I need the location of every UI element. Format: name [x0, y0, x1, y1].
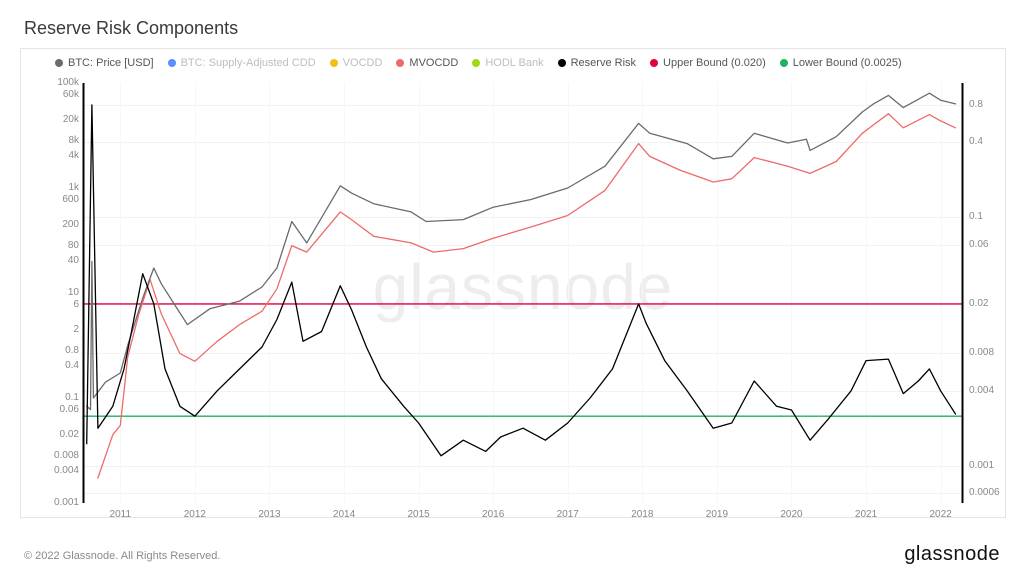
- footer-copyright: © 2022 Glassnode. All Rights Reserved.: [24, 550, 220, 562]
- legend-item-mvocdd[interactable]: MVOCDD: [396, 57, 458, 69]
- chart-plot: glassnode 0.0010.0040.0080.020.060.10.40…: [83, 83, 963, 503]
- x-tick: 2015: [407, 509, 429, 520]
- y-right-tick: 0.001: [969, 460, 1013, 471]
- y-left-tick: 60k: [23, 89, 79, 100]
- page-title: Reserve Risk Components: [24, 18, 238, 39]
- y-right-tick: 0.0006: [969, 487, 1013, 498]
- x-tick: 2020: [780, 509, 802, 520]
- y-left-tick: 80: [23, 240, 79, 251]
- legend-swatch: [472, 59, 480, 67]
- y-right-tick: 0.8: [969, 99, 1013, 110]
- legend-label: HODL Bank: [485, 57, 543, 69]
- y-left-tick: 0.4: [23, 360, 79, 371]
- y-left-tick: 100k: [23, 77, 79, 88]
- legend-item-upper[interactable]: Upper Bound (0.020): [650, 57, 766, 69]
- legend-label: VOCDD: [343, 57, 383, 69]
- y-right-tick: 0.06: [969, 239, 1013, 250]
- legend-label: MVOCDD: [409, 57, 458, 69]
- legend-item-btc_price[interactable]: BTC: Price [USD]: [55, 57, 154, 69]
- x-tick: 2012: [184, 509, 206, 520]
- axis-cap: [962, 83, 964, 503]
- y-right-tick: 0.4: [969, 136, 1013, 147]
- footer-brand: glassnode: [904, 543, 1000, 566]
- x-tick: 2017: [557, 509, 579, 520]
- chart-legend: BTC: Price [USD] BTC: Supply-Adjusted CDD…: [55, 57, 997, 69]
- legend-item-reserve[interactable]: Reserve Risk: [558, 57, 636, 69]
- y-right-tick: 0.008: [969, 347, 1013, 358]
- y-left-tick: 200: [23, 219, 79, 230]
- series-svg: [83, 83, 963, 503]
- x-tick: 2019: [706, 509, 728, 520]
- legend-label: BTC: Price [USD]: [68, 57, 154, 69]
- x-tick: 2018: [631, 509, 653, 520]
- y-left-tick: 600: [23, 194, 79, 205]
- legend-swatch: [55, 59, 63, 67]
- legend-swatch: [330, 59, 338, 67]
- legend-swatch: [396, 59, 404, 67]
- series-mvocdd: [98, 114, 956, 478]
- legend-swatch: [650, 59, 658, 67]
- x-tick: 2013: [258, 509, 280, 520]
- x-tick: 2021: [855, 509, 877, 520]
- y-left-tick: 0.8: [23, 345, 79, 356]
- y-left-tick: 40: [23, 255, 79, 266]
- legend-label: Reserve Risk: [571, 57, 636, 69]
- legend-item-hodl[interactable]: HODL Bank: [472, 57, 543, 69]
- legend-swatch: [558, 59, 566, 67]
- y-left-tick: 10: [23, 287, 79, 298]
- y-left-tick: 6: [23, 299, 79, 310]
- axis-cap: [83, 83, 85, 503]
- x-tick: 2011: [110, 509, 132, 520]
- legend-item-vocdd[interactable]: VOCDD: [330, 57, 383, 69]
- y-left-tick: 1k: [23, 182, 79, 193]
- y-left-tick: 4k: [23, 150, 79, 161]
- y-left-tick: 0.004: [23, 465, 79, 476]
- chart-container: BTC: Price [USD] BTC: Supply-Adjusted CDD…: [20, 48, 1006, 518]
- series-btc-price: [87, 93, 956, 409]
- x-tick: 2022: [930, 509, 952, 520]
- legend-label: BTC: Supply-Adjusted CDD: [181, 57, 316, 69]
- x-tick: 2016: [482, 509, 504, 520]
- y-left-tick: 0.02: [23, 429, 79, 440]
- y-left-tick: 0.06: [23, 404, 79, 415]
- y-left-tick: 0.1: [23, 392, 79, 403]
- legend-label: Upper Bound (0.020): [663, 57, 766, 69]
- y-left-tick: 2: [23, 324, 79, 335]
- y-left-tick: 0.001: [23, 497, 79, 508]
- legend-item-cdd[interactable]: BTC: Supply-Adjusted CDD: [168, 57, 316, 69]
- legend-item-lower[interactable]: Lower Bound (0.0025): [780, 57, 902, 69]
- legend-swatch: [780, 59, 788, 67]
- legend-swatch: [168, 59, 176, 67]
- y-right-tick: 0.02: [969, 298, 1013, 309]
- series-reserve-risk: [87, 105, 956, 456]
- legend-label: Lower Bound (0.0025): [793, 57, 902, 69]
- y-right-tick: 0.004: [969, 385, 1013, 396]
- y-left-tick: 8k: [23, 135, 79, 146]
- y-right-tick: 0.1: [969, 211, 1013, 222]
- y-left-tick: 20k: [23, 114, 79, 125]
- y-left-tick: 0.008: [23, 450, 79, 461]
- x-tick: 2014: [333, 509, 355, 520]
